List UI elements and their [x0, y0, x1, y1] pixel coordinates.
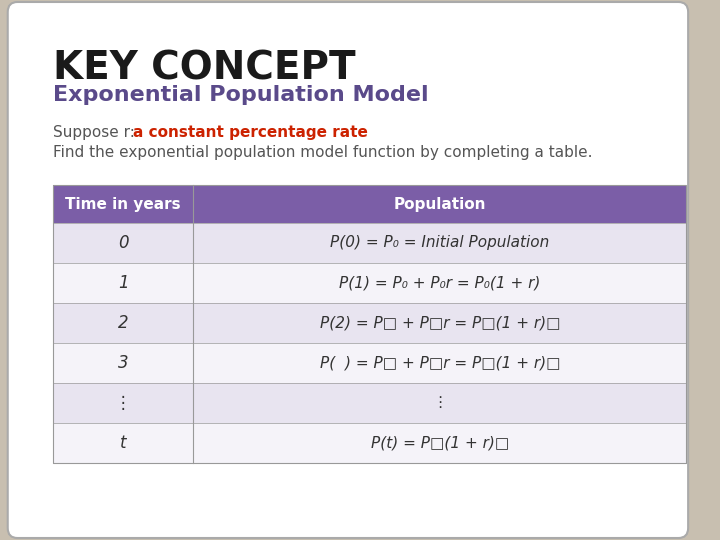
Text: P(t) = P□(1 + r)□: P(t) = P□(1 + r)□ — [371, 435, 509, 450]
Text: KEY CONCEPT: KEY CONCEPT — [53, 50, 356, 88]
Text: Find the exponential population model function by completing a table.: Find the exponential population model fu… — [53, 145, 593, 160]
FancyBboxPatch shape — [53, 185, 686, 223]
Text: 1: 1 — [118, 274, 129, 292]
Text: P(1) = P₀ + P₀r = P₀(1 + r): P(1) = P₀ + P₀r = P₀(1 + r) — [339, 275, 541, 291]
Text: P(0) = P₀ = Initial Population: P(0) = P₀ = Initial Population — [330, 235, 549, 251]
FancyBboxPatch shape — [53, 343, 686, 383]
FancyBboxPatch shape — [53, 223, 686, 263]
Text: P(2) = P□ + P□r = P□(1 + r)□: P(2) = P□ + P□r = P□(1 + r)□ — [320, 315, 560, 330]
Text: P(  ) = P□ + P□r = P□(1 + r)□: P( ) = P□ + P□r = P□(1 + r)□ — [320, 355, 560, 370]
Text: Population: Population — [394, 197, 486, 212]
Text: Exponential Population Model: Exponential Population Model — [53, 85, 429, 105]
FancyBboxPatch shape — [53, 263, 686, 303]
FancyBboxPatch shape — [53, 303, 686, 343]
Text: Time in years: Time in years — [66, 197, 181, 212]
Text: ⋮: ⋮ — [115, 394, 132, 412]
FancyBboxPatch shape — [53, 423, 686, 463]
Text: a constant percentage rate: a constant percentage rate — [133, 125, 368, 140]
FancyBboxPatch shape — [8, 2, 688, 538]
Text: 2: 2 — [118, 314, 129, 332]
Text: Suppose r:: Suppose r: — [53, 125, 140, 140]
FancyBboxPatch shape — [53, 383, 686, 423]
Text: 3: 3 — [118, 354, 129, 372]
Text: 0: 0 — [118, 234, 129, 252]
Text: ⋮: ⋮ — [432, 395, 447, 410]
Text: t: t — [120, 434, 127, 452]
